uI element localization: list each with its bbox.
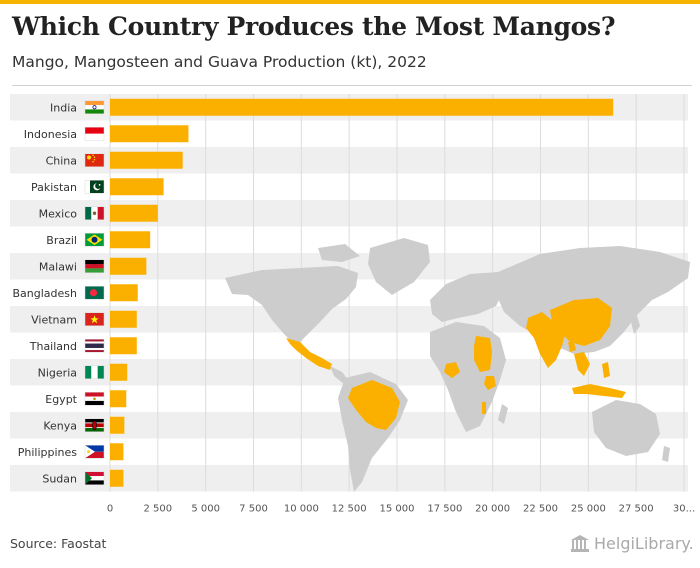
x-tick-label: 22 500 [523,504,558,515]
mexico-flag-icon [84,206,105,220]
brand-name: HelgiLibrary. [594,534,694,553]
map-malawi [482,402,486,414]
category-label: Indonesia [24,128,77,141]
x-tick-label: 30... [673,504,695,515]
bar-brazil [110,231,151,249]
category-label: Egypt [45,393,77,406]
china-flag-icon [84,153,105,167]
x-axis-ticks: 0 2 500 5 000 7 500 10 000 12 500 15 000 17 500… [107,504,695,515]
x-tick-label: 27 500 [619,504,654,515]
map-china [550,298,612,346]
category-label: Vietnam [31,313,77,326]
bar-thailand [110,337,137,355]
x-tick-label: 0 [107,504,113,515]
india-flag-icon [84,100,105,114]
world-map [225,238,690,492]
bar-sudan [110,469,124,487]
header-divider [12,85,692,86]
category-label: India [50,101,77,114]
category-label: Pakistan [31,181,77,194]
egypt-flag-icon [84,392,105,406]
category-label: Malawi [39,260,77,273]
source-note: Source: Faostat [10,536,107,551]
nigeria-flag-icon [84,365,105,379]
bar-indonesia [110,125,189,143]
x-tick-label: 20 000 [475,504,510,515]
map-philippines [602,362,610,378]
x-tick-label: 25 000 [571,504,606,515]
top-accent-bar [0,0,700,4]
map-brazil [348,380,400,430]
map-bangladesh [568,342,576,352]
map-europe [430,272,504,322]
map-new-zealand [662,446,670,462]
category-label: Thailand [29,340,77,353]
category-label: Brazil [46,234,77,247]
x-tick-label: 15 000 [380,504,415,515]
map-egypt-sudan [474,336,492,372]
category-labels: India Indonesia China Pakistan Mexico Brazil M… [13,101,78,485]
vietnam-flag-icon [84,312,105,326]
map-japan [630,312,640,334]
bar-nigeria [110,363,128,381]
category-label: Kenya [43,419,77,432]
library-icon [571,534,589,552]
map-kenya [484,376,496,390]
bar-bangladesh [110,284,138,302]
category-label: Nigeria [38,366,77,379]
map-thailand-vietnam [574,352,590,376]
sudan-flag-icon [84,471,105,485]
map-greenland [368,238,430,295]
x-tick-label: 17 500 [427,504,462,515]
flags [84,100,105,485]
x-tick-label: 10 000 [284,504,319,515]
category-label: Philippines [18,446,78,459]
x-tick-label: 12 500 [332,504,367,515]
map-australia [592,400,660,456]
thailand-flag-icon [84,339,105,353]
map-north-america [225,266,358,346]
bar-mexico [110,204,158,222]
bars [110,98,614,487]
brazil-flag-icon [84,233,105,247]
category-label: Mexico [39,207,78,220]
map-nigeria [444,362,460,378]
map-indonesia [572,384,626,398]
map-mexico [286,338,332,370]
category-label: China [46,154,77,167]
malawi-flag-icon [84,259,105,273]
bar-india [110,98,614,116]
category-label: Sudan [42,472,77,485]
bar-egypt [110,390,127,408]
bangladesh-flag-icon [84,286,105,300]
philippines-flag-icon [84,445,105,459]
kenya-flag-icon [84,418,105,432]
bar-philippines [110,443,124,461]
category-label: Bangladesh [13,287,78,300]
bar-vietnam [110,310,137,328]
chart-subtitle: Mango, Mangosteen and Guava Production (… [12,53,427,71]
pakistan-flag-icon [84,180,105,194]
map-arctic-islands [318,244,360,262]
x-tick-label: 5 000 [191,504,220,515]
bar-china [110,151,183,169]
x-tick-label: 7 500 [239,504,268,515]
x-tick-label: 2 500 [144,504,173,515]
bar-malawi [110,257,147,275]
chart-title: Which Country Produces the Most Mangos? [12,12,616,41]
indonesia-flag-icon [84,127,105,141]
map-madagascar [498,404,508,424]
bar-kenya [110,416,125,434]
brand-logo: HelgiLibrary. [570,534,694,553]
bar-pakistan [110,178,164,196]
